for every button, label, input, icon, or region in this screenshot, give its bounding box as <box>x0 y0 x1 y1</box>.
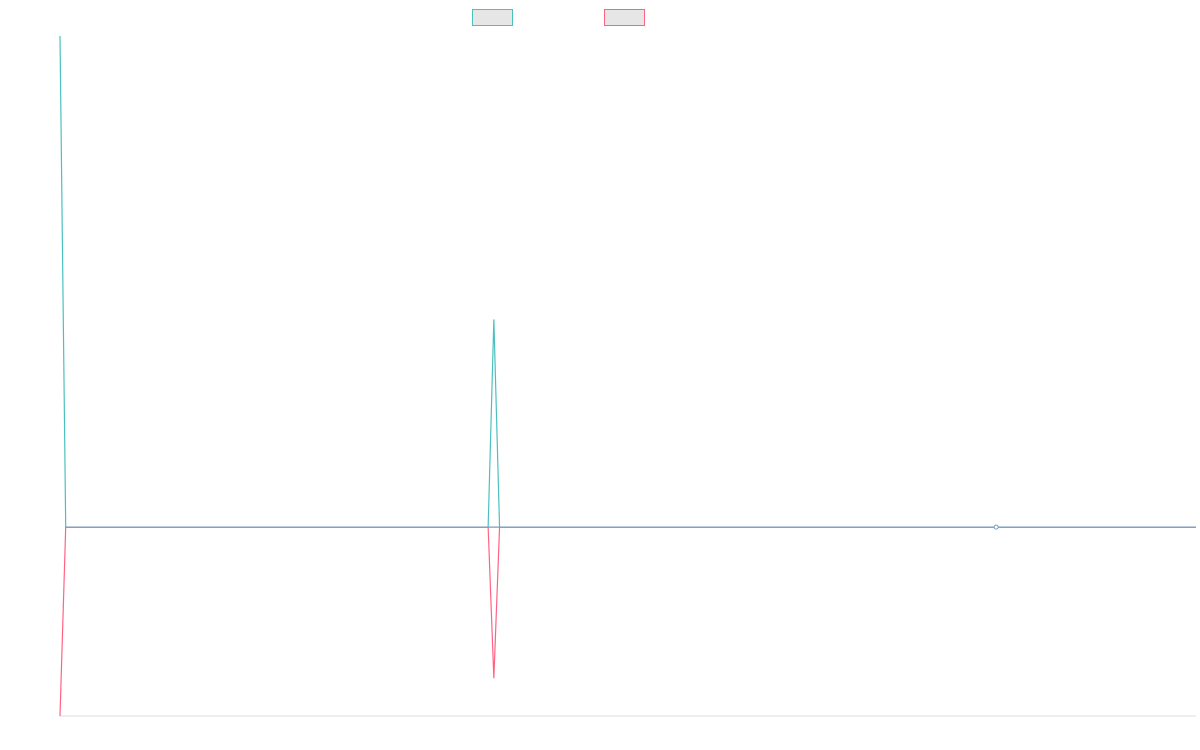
legend-item-2[interactable] <box>604 9 645 26</box>
series-line-2 <box>59 526 1196 717</box>
legend <box>472 9 645 26</box>
marker-layer <box>993 524 999 530</box>
series-line-1 <box>59 35 1196 528</box>
legend-item-1[interactable] <box>472 9 513 26</box>
legend-swatch-1 <box>472 9 513 26</box>
series-layer <box>59 35 1196 717</box>
data-point-marker[interactable] <box>993 524 999 530</box>
legend-swatch-2 <box>604 9 645 26</box>
